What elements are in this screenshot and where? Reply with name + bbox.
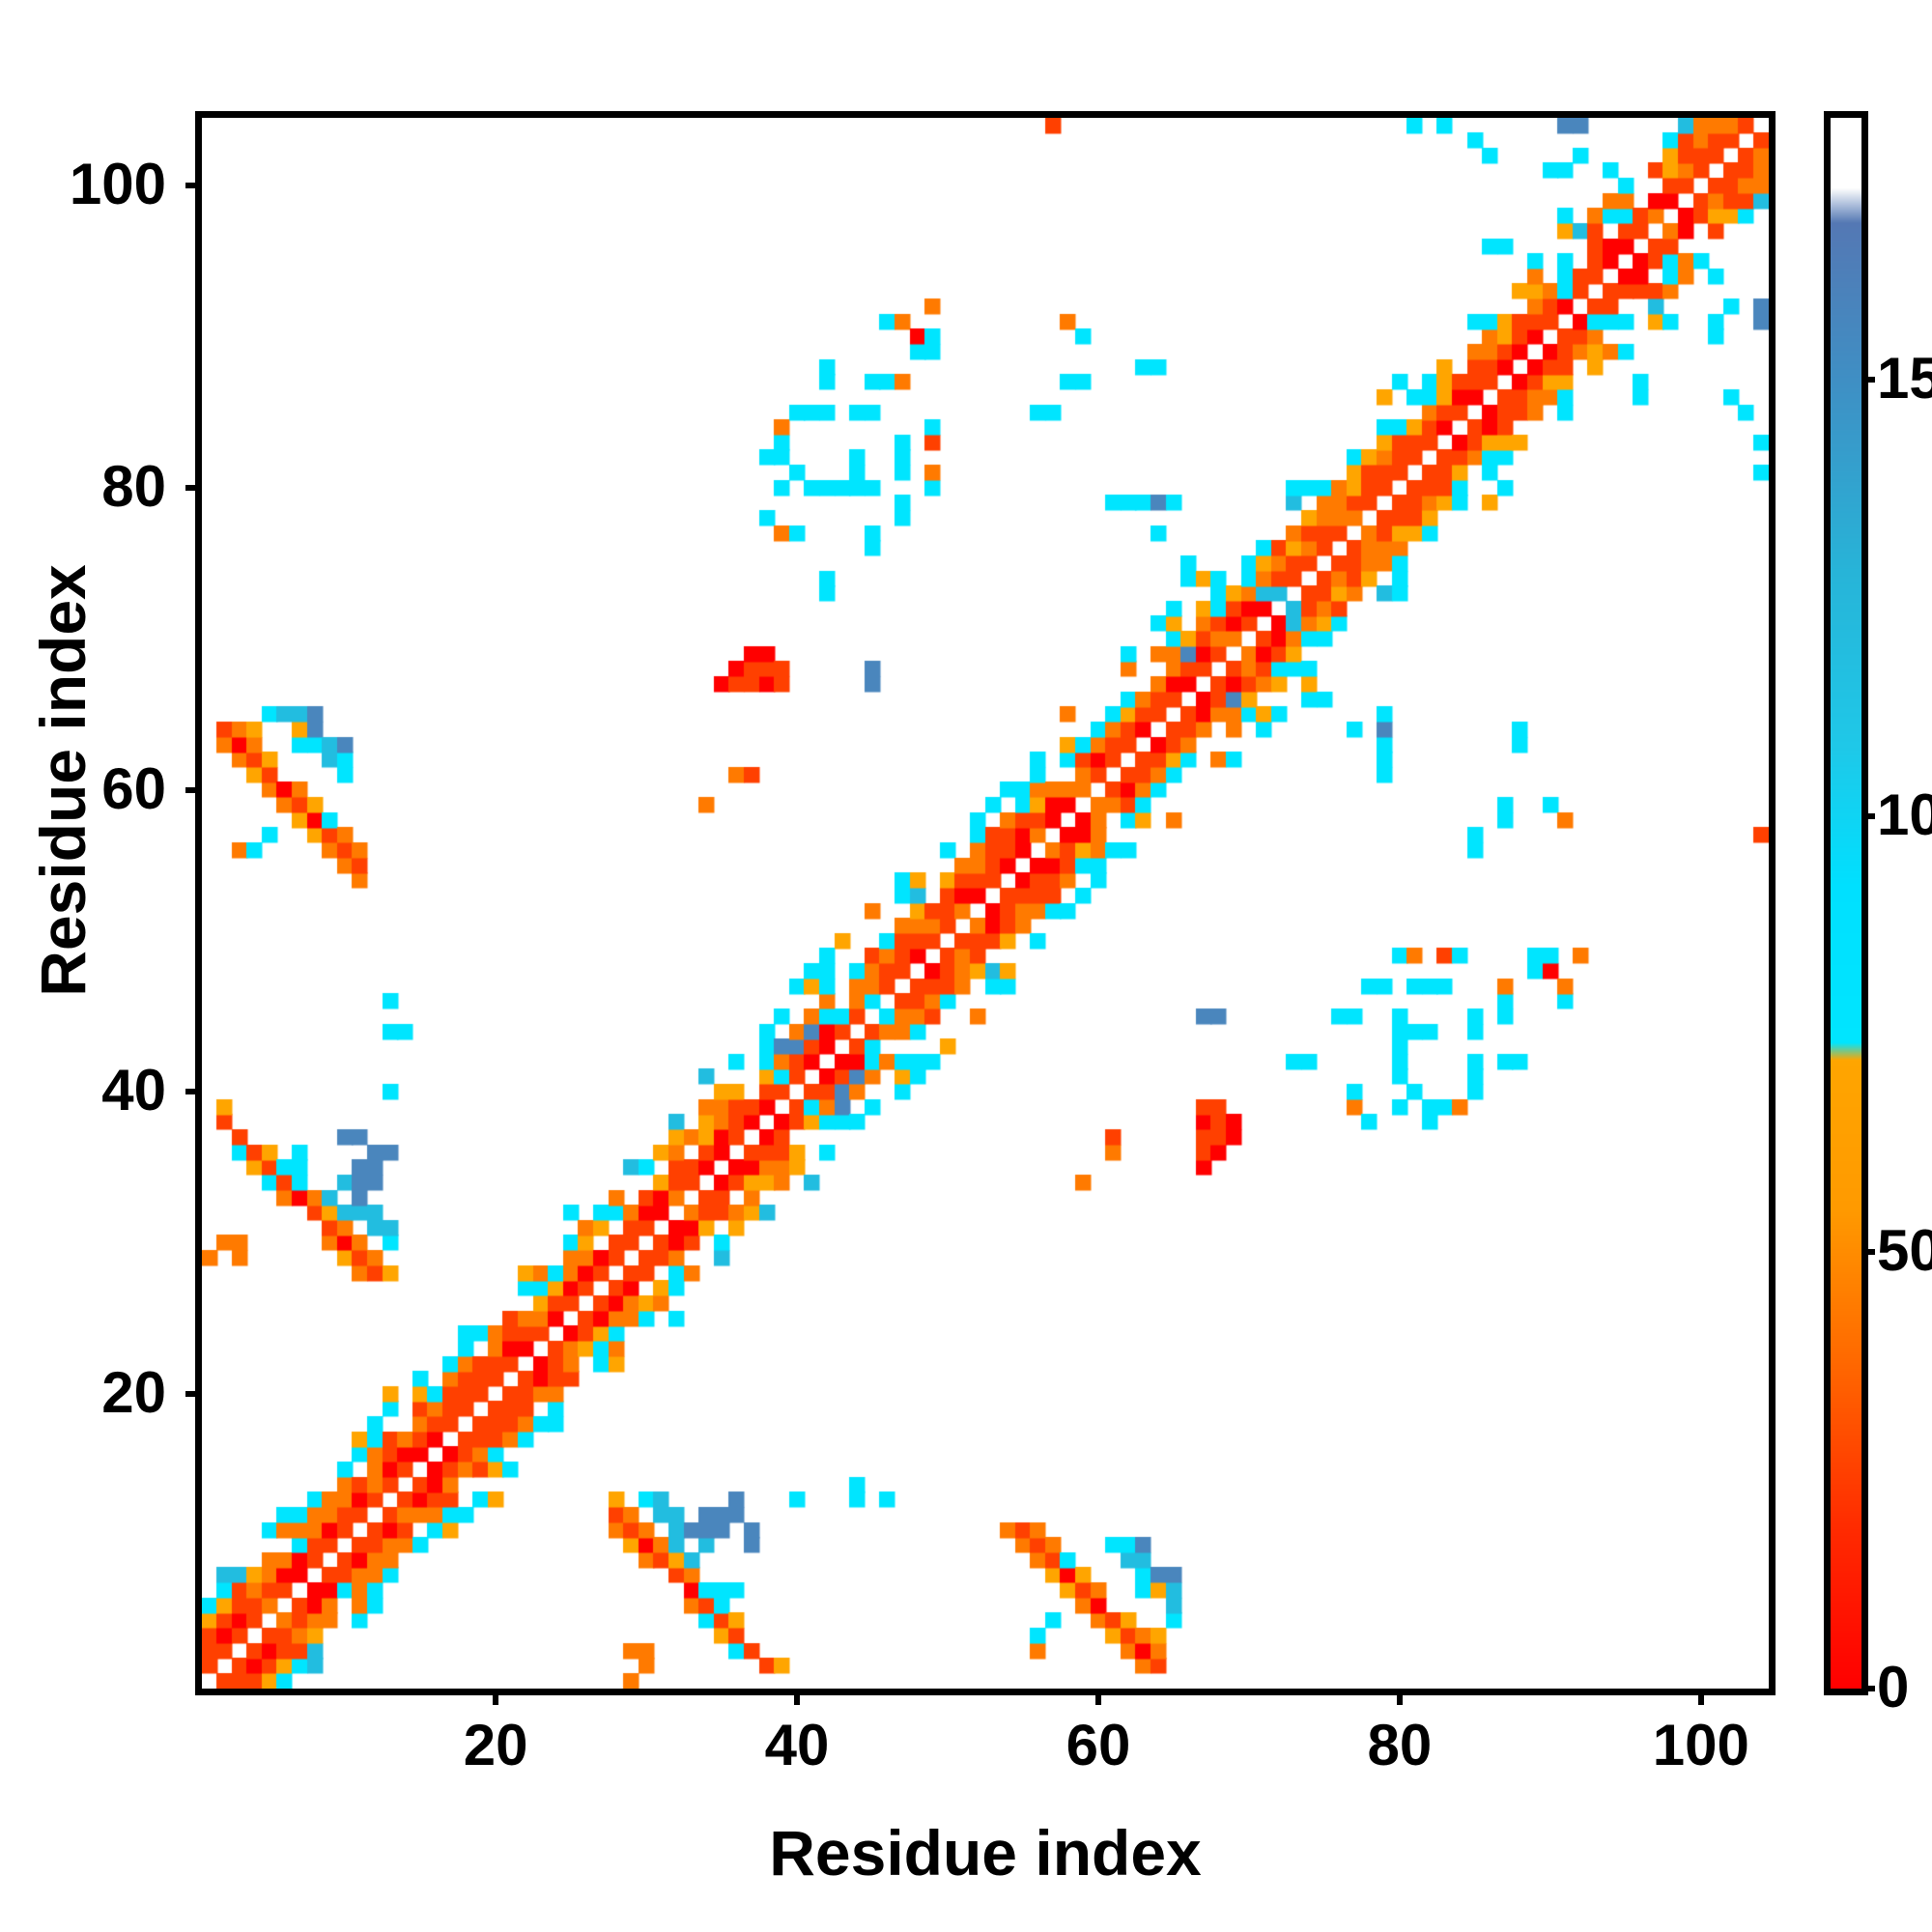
colorbar-tick-label-150: 150	[1877, 346, 1932, 411]
colorbar-tick-0	[1861, 1686, 1875, 1691]
colorbar-tick-label-100: 100	[1877, 781, 1932, 847]
colorbar-tick-label-50: 50	[1877, 1218, 1932, 1284]
y-tick-label-80: 80	[101, 454, 166, 520]
colorbar-gradient	[1831, 118, 1861, 1689]
colorbar-tick-150	[1861, 377, 1875, 383]
x-tick-label-60: 60	[1065, 1713, 1131, 1777]
x-tick-label-100: 100	[1652, 1713, 1749, 1777]
x-tick-100	[1697, 1689, 1704, 1705]
y-tick-label-100: 100	[69, 152, 166, 217]
y-tick-100	[185, 183, 202, 189]
y-tick-80	[185, 485, 202, 492]
colorbar-tick-label-0: 0	[1877, 1655, 1910, 1719]
colorbar	[1824, 111, 1868, 1695]
y-tick-label-40: 40	[101, 1058, 166, 1123]
y-tick-label-60: 60	[101, 755, 166, 821]
x-tick-40	[794, 1689, 801, 1705]
heatmap-canvas	[202, 118, 1769, 1689]
x-tick-60	[1094, 1689, 1101, 1705]
x-axis-title: Residue index	[769, 1817, 1202, 1889]
x-tick-label-80: 80	[1367, 1713, 1433, 1777]
colorbar-tick-100	[1861, 812, 1875, 819]
y-tick-60	[185, 786, 202, 793]
colorbar-tick-50	[1861, 1249, 1875, 1256]
y-tick-label-20: 20	[101, 1360, 166, 1426]
x-tick-label-40: 40	[764, 1713, 830, 1777]
x-tick-80	[1396, 1689, 1403, 1705]
heatmap-plot-area	[195, 111, 1776, 1695]
y-tick-20	[185, 1391, 202, 1398]
x-tick-label-20: 20	[463, 1713, 528, 1777]
y-tick-40	[185, 1089, 202, 1095]
x-tick-20	[493, 1689, 499, 1705]
